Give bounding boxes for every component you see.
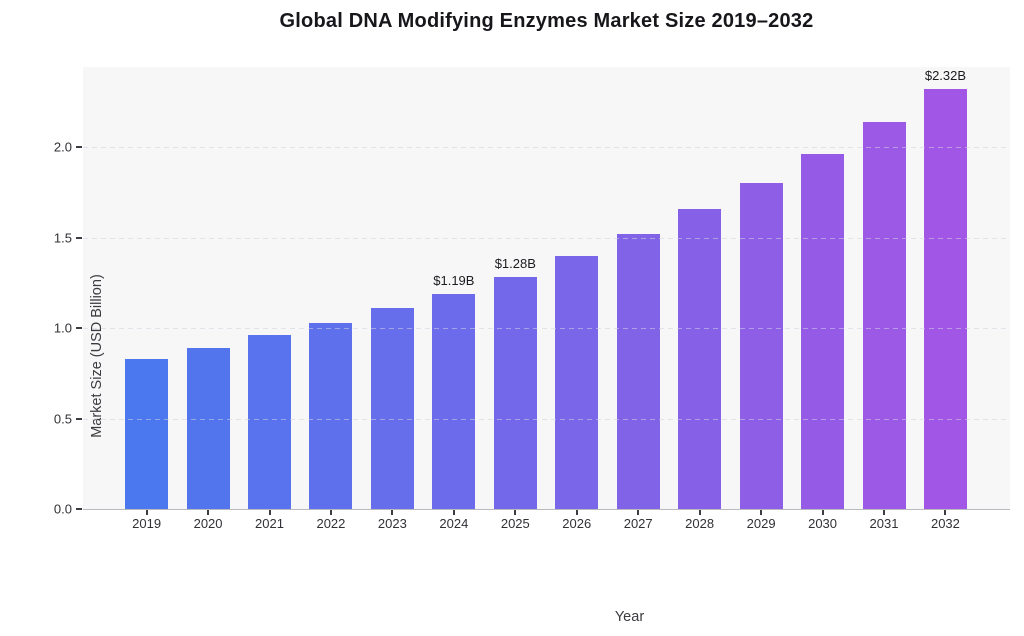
x-tick-mark (268, 510, 271, 515)
x-tick-label: 2022 (316, 516, 346, 531)
bar-value-label: $1.28B (494, 256, 536, 271)
gridline (83, 328, 1010, 329)
x-tick-label: 2032 (930, 516, 960, 531)
bar-value-label: $1.19B (433, 273, 475, 288)
y-tick-label: 0.0 (53, 501, 72, 517)
bar-2026 (555, 256, 599, 509)
x-tick-mark (207, 510, 210, 515)
y-axis-title: Market Size (USD Billion) (89, 274, 105, 438)
x-tick-mark (575, 510, 578, 515)
bar-2031 (862, 122, 906, 509)
bar-2030 (801, 154, 845, 509)
x-tick-label: 2020 (193, 516, 223, 531)
bar-2019 (125, 359, 169, 509)
x-tick-mark (145, 510, 148, 515)
bar-2022 (309, 323, 353, 509)
x-axis-title: Year (614, 609, 645, 625)
x-tick-label: 2026 (562, 516, 592, 531)
y-tick-mark (76, 236, 82, 239)
bar-2023 (370, 308, 414, 509)
bar-2020 (186, 348, 230, 509)
x-tick-mark (452, 510, 455, 515)
bar-2024 (432, 294, 476, 509)
x-tick-label: 2029 (746, 516, 776, 531)
y-tick-label: 0.5 (53, 411, 72, 426)
x-tick-mark (391, 510, 394, 515)
x-tick-label: 2031 (869, 516, 899, 531)
plot-area: Market Size (USD Billion) Year $1.19B $1.… (83, 67, 1010, 625)
x-axis-spine (83, 509, 1010, 510)
y-tick-label: 2.0 (53, 139, 72, 155)
y-tick-label: 1.5 (53, 230, 72, 245)
gridline (83, 418, 1010, 420)
bar-2029 (739, 183, 783, 509)
chart-title: Global DNA Modifying Enzymes Market Size… (279, 10, 814, 32)
bar-2027 (616, 234, 660, 509)
x-tick-label: 2024 (439, 516, 469, 531)
y-tick-mark (76, 508, 82, 510)
x-tick-label: 2030 (808, 516, 838, 531)
gridline (83, 147, 1010, 148)
x-tick-mark (698, 510, 701, 515)
y-tick-mark (76, 417, 82, 420)
x-tick-mark (944, 510, 947, 515)
x-tick-label: 2021 (255, 516, 284, 531)
x-tick-label: 2027 (623, 516, 653, 531)
y-tick-label: 1.0 (53, 320, 72, 336)
bar-value-label: $2.32B (924, 68, 967, 83)
x-tick-mark (760, 510, 763, 515)
bar-2032 (923, 89, 967, 509)
bar-2021 (248, 335, 291, 509)
x-tick-label: 2025 (500, 516, 530, 531)
gridline (83, 237, 1010, 239)
x-tick-label: 2019 (132, 516, 162, 531)
x-tick-mark (514, 510, 517, 515)
y-tick-mark (76, 327, 82, 329)
bar-2028 (678, 209, 722, 509)
bar-2025 (493, 277, 537, 509)
x-tick-mark (821, 510, 824, 515)
x-tick-label: 2023 (377, 516, 407, 531)
y-tick-mark (76, 146, 82, 148)
x-tick-mark (637, 510, 640, 515)
x-tick-mark (883, 510, 885, 515)
x-tick-mark (329, 510, 332, 515)
x-tick-label: 2028 (685, 516, 715, 531)
